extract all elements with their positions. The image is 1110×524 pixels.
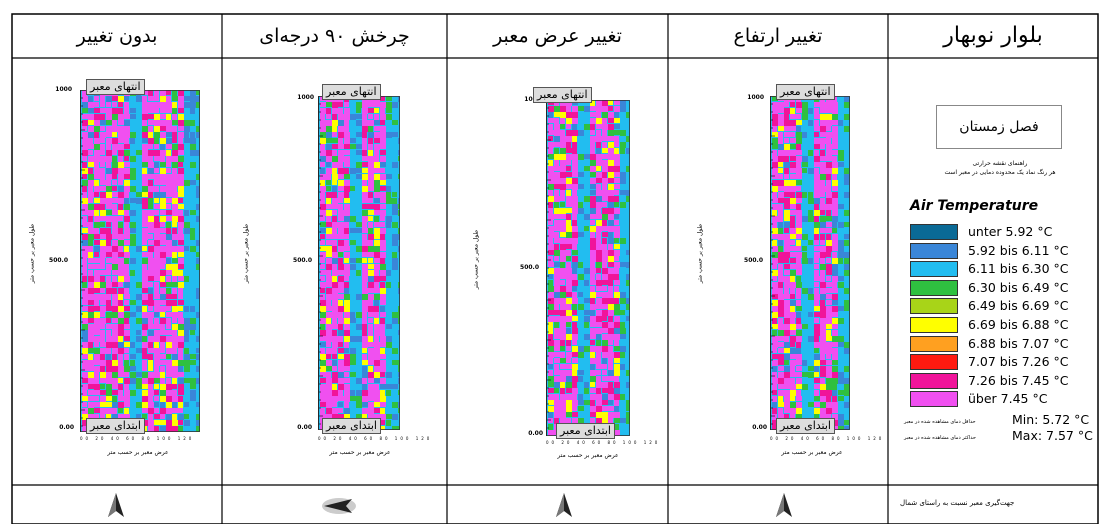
start-tag: ابتدای معبر: [322, 418, 381, 434]
header-height-change: تغییر ارتفاع: [733, 25, 823, 47]
y-axis-label: طول معبر بر حسب متر: [472, 229, 480, 290]
north-arrow-icon: [776, 493, 792, 517]
y-axis-label: طول معبر بر حسب متر: [242, 223, 250, 284]
legend-swatch: [910, 391, 958, 408]
max-value: Max: 7.57 °C: [1012, 428, 1093, 443]
min-note: حداقل دمای مشاهده شده در معبر: [904, 419, 976, 425]
legend-swatch: [910, 335, 958, 352]
header-width-change: تغییر عرض معبر: [493, 25, 622, 47]
y-tick-500: 500.0: [293, 257, 312, 264]
legend-label: 7.26 bis 7.45 °C: [968, 372, 1069, 388]
north-arrow-icon: [556, 493, 572, 517]
max-note: حداکثر دمای مشاهده شده در معبر: [904, 435, 977, 441]
y-axis-label: طول معبر بر حسب متر: [28, 223, 36, 284]
x-ticks: 00 20 40 60 80 100 120: [80, 436, 195, 441]
legend-label: 7.07 bis 7.26 °C: [968, 354, 1069, 370]
y-tick-500: 500.0: [49, 257, 68, 264]
heatmap: [318, 95, 438, 432]
legend-title: Air Temperature: [910, 198, 1039, 214]
legend-swatch: [910, 298, 958, 315]
legend-label: über 7.45 °C: [968, 391, 1048, 407]
legend-label: 6.30 bis 6.49 °C: [968, 279, 1069, 295]
y-tick-0: 0.00: [59, 424, 74, 431]
y-tick-500: 500.0: [520, 264, 539, 271]
header-no-change: بدون تغییر: [76, 25, 158, 47]
header-rotation: چرخش ۹۰ درجه‌ای: [259, 25, 410, 47]
x-axis-label: عرض معبر بر حسب متر: [557, 452, 619, 459]
end-tag: انتهای معبر: [776, 84, 835, 100]
north-arrow-icon: [108, 493, 124, 517]
x-axis-label: عرض معبر بر حسب متر: [107, 449, 169, 456]
y-tick-0: 0.00: [528, 430, 543, 437]
legend-swatch: [910, 279, 958, 296]
legend-guide-title: راهنمای نقشه حرارتی: [972, 160, 1028, 167]
legend-swatch: [910, 224, 958, 240]
legend-label: 5.92 bis 6.11 °C: [968, 242, 1069, 258]
legend-label: unter 5.92 °C: [968, 224, 1053, 239]
start-tag: ابتدای معبر: [776, 418, 835, 434]
end-tag: انتهای معبر: [533, 87, 592, 103]
legend-swatch: [910, 372, 958, 389]
y-tick-1000: 1000: [55, 86, 72, 93]
x-ticks: 00 20 40 60 80 100 120: [770, 436, 885, 441]
x-axis-label: عرض معبر بر حسب متر: [329, 449, 391, 456]
season-box: فصل زمستان: [936, 105, 1062, 149]
x-axis-label: عرض معبر بر حسب متر: [781, 449, 843, 456]
y-tick-0: 0.00: [297, 424, 312, 431]
y-axis-label: طول معبر بر حسب متر: [696, 223, 704, 284]
heatmap: [80, 89, 202, 432]
north-orientation-note: جهت‌گیری معبر نسبت به راستای شمال: [900, 499, 1015, 507]
legend-label: 6.11 bis 6.30 °C: [968, 261, 1069, 277]
x-ticks: 00 20 40 60 80 100 120: [546, 440, 661, 445]
legend-swatch: [910, 354, 958, 371]
y-tick-1000: 1000: [747, 94, 764, 101]
min-value: Min: 5.72 °C: [1012, 412, 1090, 427]
legend-label: 6.69 bis 6.88 °C: [968, 317, 1069, 332]
start-tag: ابتدای معبر: [86, 418, 145, 434]
y-tick-1000: 1000: [297, 94, 314, 101]
y-tick-0: 0.00: [752, 424, 767, 431]
legend-swatch: [910, 242, 958, 259]
legend-swatch: [910, 261, 958, 278]
end-tag: انتهای معبر: [322, 84, 381, 100]
start-tag: ابتدای معبر: [556, 423, 615, 439]
y-tick-500: 500.0: [744, 257, 763, 264]
header-street: بلوار نوبهار: [943, 23, 1043, 48]
x-ticks: 00 20 40 60 80 100 120: [318, 436, 433, 441]
legend-guide-desc: هر رنگ نماد یک محدوده دمایی در معبر است: [944, 169, 1056, 176]
heatmap: [546, 99, 666, 436]
legend-label: 6.88 bis 7.07 °C: [968, 335, 1069, 351]
y-tick-1000: 1000: [511, 96, 541, 103]
heatmap: [770, 95, 890, 432]
north-arrow-rotated-icon: [322, 498, 356, 514]
legend-swatch: [910, 317, 958, 333]
end-tag: انتهای معبر: [86, 79, 145, 95]
legend-label: 6.49 bis 6.69 °C: [968, 298, 1069, 314]
